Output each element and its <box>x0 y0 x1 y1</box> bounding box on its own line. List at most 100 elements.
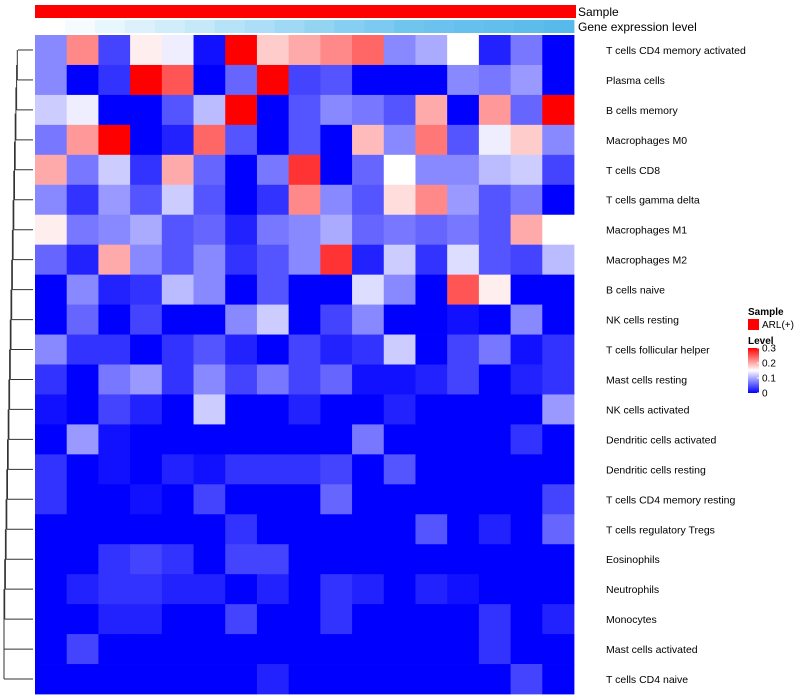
heatmap-cell <box>383 214 416 246</box>
heatmap-cell <box>510 574 543 605</box>
heatmap-cell <box>510 394 543 425</box>
heatmap-cell <box>35 64 68 96</box>
row-label: T cells regulatory Tregs <box>606 524 715 536</box>
heatmap-cell <box>478 334 511 365</box>
heatmap-cell <box>352 454 385 485</box>
heatmap-cell <box>352 334 385 365</box>
gene-expression-annotation-cell <box>334 20 365 33</box>
heatmap-cell <box>352 394 385 425</box>
heatmap-cell <box>130 64 163 96</box>
heatmap-cell <box>66 244 99 276</box>
heatmap-cell <box>447 424 480 455</box>
heatmap-cell <box>415 664 448 695</box>
heatmap-cell <box>478 154 511 186</box>
heatmap-cell <box>352 514 385 545</box>
heatmap-cell <box>256 184 290 216</box>
heatmap-cell <box>256 634 290 665</box>
heatmap-cell <box>66 394 99 425</box>
heatmap-cell <box>510 124 543 156</box>
heatmap-cell <box>35 184 68 216</box>
heatmap-cell <box>130 334 163 365</box>
heatmap-cell <box>542 484 575 515</box>
heatmap-cell <box>447 244 480 276</box>
heatmap-cell <box>193 304 226 335</box>
heatmap-cell <box>383 124 416 156</box>
heatmap-cell <box>320 514 353 545</box>
heatmap-cell <box>193 94 226 126</box>
gene-expression-annotation-cell <box>514 20 545 33</box>
heatmap-cell <box>415 334 448 365</box>
heatmap-cell <box>98 35 131 66</box>
heatmap-cell <box>320 424 353 455</box>
heatmap-cell <box>225 244 258 276</box>
heatmap-cell <box>288 394 321 425</box>
heatmap-cell <box>510 214 543 246</box>
heatmap-cell <box>130 424 163 455</box>
heatmap-cell <box>98 184 131 216</box>
heatmap-cell <box>352 154 385 186</box>
legend-tick-label: 0.2 <box>762 359 776 370</box>
heatmap-cell <box>98 604 131 635</box>
heatmap-cell <box>352 94 385 126</box>
heatmap-cell <box>98 574 131 605</box>
heatmap-cell <box>130 35 163 66</box>
heatmap-cell <box>161 394 194 425</box>
legend-sample-swatch <box>748 319 759 330</box>
heatmap-cell <box>98 304 131 335</box>
heatmap-cell <box>35 484 68 515</box>
heatmap-cell <box>383 634 416 665</box>
heatmap-cell <box>130 184 163 216</box>
gene-expression-annotation-cell <box>274 20 305 33</box>
heatmap-cell <box>320 484 353 515</box>
heatmap-cell <box>510 424 543 455</box>
heatmap-cell <box>510 634 543 665</box>
heatmap-cell <box>98 274 131 305</box>
heatmap-cell <box>193 604 226 635</box>
heatmap-cell <box>161 454 194 485</box>
heatmap-cell <box>98 124 131 156</box>
heatmap-cell <box>35 394 68 425</box>
gene-expression-annotation-cell <box>214 20 246 33</box>
heatmap-cell <box>35 424 68 455</box>
heatmap-cell <box>161 544 194 575</box>
heatmap-cell <box>383 424 416 455</box>
heatmap-cell <box>288 244 321 276</box>
heatmap-cell <box>510 334 543 365</box>
heatmap-cell <box>320 334 353 365</box>
heatmap-cell <box>478 94 511 126</box>
heatmap-cell <box>98 94 131 126</box>
heatmap-cell <box>256 604 290 635</box>
heatmap-cell <box>383 184 416 216</box>
heatmap-cell <box>320 664 353 695</box>
heatmap-cell <box>447 184 480 216</box>
heatmap-cell <box>478 544 511 575</box>
row-label: NK cells activated <box>606 404 690 416</box>
heatmap-cell <box>352 574 385 605</box>
heatmap-cell <box>510 184 543 216</box>
heatmap-cell <box>130 604 163 635</box>
heatmap-cell <box>510 94 543 126</box>
heatmap-cell <box>256 274 290 305</box>
heatmap-cell <box>383 94 416 126</box>
heatmap-cell <box>415 574 448 605</box>
heatmap-cell <box>415 604 448 635</box>
row-label: T cells CD8 <box>606 165 660 177</box>
sample-annotation-label: Sample <box>578 5 619 19</box>
heatmap-cell <box>447 214 480 246</box>
heatmap-cell <box>225 94 258 126</box>
heatmap-cell <box>161 514 194 545</box>
heatmap-cell <box>320 634 353 665</box>
heatmap-cell <box>66 35 99 66</box>
gene-expression-annotation-cell <box>394 20 425 33</box>
heatmap-cell <box>225 484 258 515</box>
heatmap-cell <box>161 184 194 216</box>
heatmap-cell <box>542 574 575 605</box>
heatmap-cell <box>415 514 448 545</box>
heatmap-cell <box>352 484 385 515</box>
row-dendrogram <box>3 49 33 680</box>
heatmap-cell <box>352 274 385 305</box>
heatmap-cell <box>542 544 575 575</box>
heatmap-cell <box>542 634 575 665</box>
heatmap-cell <box>352 124 385 156</box>
heatmap-cell <box>225 574 258 605</box>
